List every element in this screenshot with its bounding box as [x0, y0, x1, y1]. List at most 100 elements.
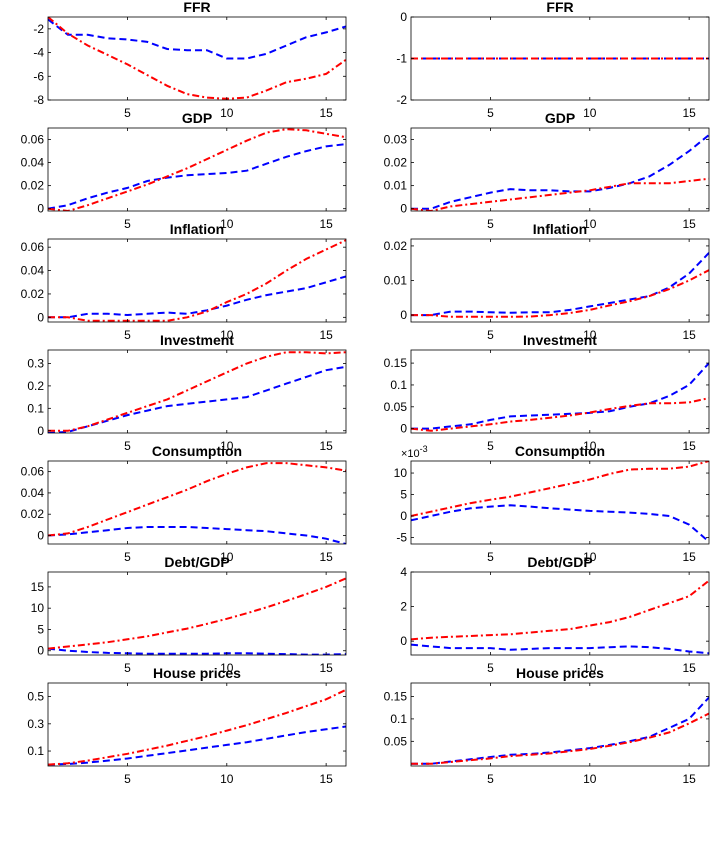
- y-tick-label: 0.03: [384, 133, 408, 147]
- y-tick-label: 10: [394, 466, 408, 480]
- subplot-5: Inflation 5 10 15 0.06 0.04 0.02 0: [21, 221, 347, 342]
- blue-dashed-series: [48, 526, 346, 544]
- x-tick-label: 15: [682, 328, 696, 342]
- y-tick-label: 10: [31, 601, 45, 615]
- subplot-title: Consumption: [515, 443, 605, 459]
- subplot-title: Inflation: [533, 221, 587, 237]
- y-tick-label: 15: [31, 580, 45, 594]
- blue-dashed-series: [411, 252, 709, 317]
- y-tick-label: 0.5: [27, 690, 44, 704]
- subplot-9: Consumption 5 10 15 0.06 0.04 0.02 0: [21, 443, 347, 564]
- x-tick-label: 5: [124, 661, 131, 675]
- y-tick-label: 0.04: [21, 156, 45, 170]
- y-tick-label: 0: [400, 308, 407, 322]
- y-tick-label: 0.04: [21, 264, 45, 278]
- subplot-10: Consumption 5 10 15 10 5 0 -5 ×10-3: [394, 443, 710, 564]
- y-tick-label: 0.1: [27, 401, 44, 415]
- x-tick-label: 10: [220, 772, 234, 786]
- y-tick-label: 0.02: [21, 287, 45, 301]
- x-tick-label: 15: [319, 661, 333, 675]
- subplot-title: Investment: [160, 332, 234, 348]
- red-dashdot-series: [48, 17, 346, 100]
- axes-box: [47, 571, 347, 656]
- x-tick-label: 5: [124, 328, 131, 342]
- y-tick-label: 0.15: [384, 689, 408, 703]
- blue-dashed-series: [48, 18, 346, 60]
- x-tick-label: 10: [583, 439, 597, 453]
- x-tick-label: 10: [583, 772, 597, 786]
- y-tick-label: 0.15: [384, 356, 408, 370]
- y-tick-label: 0: [37, 202, 44, 216]
- y-tick-label: -6: [33, 69, 44, 83]
- y-tick-label: 0.06: [21, 465, 45, 479]
- red-dashdot-series: [411, 177, 709, 211]
- red-dashdot-series: [48, 462, 346, 537]
- subplot-12: Debt/GDP 5 10 15 4 2 0: [400, 554, 710, 675]
- x-tick-label: 5: [487, 106, 494, 120]
- subplot-title: Investment: [523, 332, 597, 348]
- x-tick-label: 5: [487, 550, 494, 564]
- x-tick-label: 5: [487, 217, 494, 231]
- subplot-title: Inflation: [170, 221, 224, 237]
- y-tick-label: 0: [400, 634, 407, 648]
- x-tick-label: 10: [220, 661, 234, 675]
- y-tick-label: 0.3: [27, 717, 44, 731]
- subplot-7: Investment 5 10 15 0.3 0.2 0.1 0: [27, 332, 347, 453]
- x-tick-label: 10: [220, 550, 234, 564]
- x-tick-label: 10: [220, 328, 234, 342]
- subplot-title: Debt/GDP: [164, 554, 229, 570]
- axes-box: [47, 238, 347, 323]
- x-tick-label: 5: [487, 772, 494, 786]
- red-dashdot-series: [411, 579, 709, 641]
- subplot-3: GDP 5 10 15 0.06 0.04 0.02 0: [21, 110, 347, 231]
- x-tick-label: 5: [487, 661, 494, 675]
- y-tick-label: 0.05: [384, 400, 408, 414]
- subplot-title: FFR: [546, 0, 573, 15]
- y-tick-label: 0: [37, 528, 44, 542]
- subplot-8: Investment 5 10 15 0.15 0.1 0.05 0: [384, 332, 710, 453]
- x-tick-label: 15: [682, 106, 696, 120]
- y-tick-label: 0.3: [27, 356, 44, 370]
- y-tick-label: 0.01: [384, 179, 408, 193]
- x-tick-label: 15: [319, 328, 333, 342]
- blue-dashed-series: [411, 134, 709, 210]
- y-tick-label: 0.2: [27, 379, 44, 393]
- y-tick-label: 0.02: [21, 179, 45, 193]
- y-tick-label: -1: [396, 52, 407, 66]
- subplot-title: Consumption: [152, 443, 242, 459]
- axes-box: [47, 349, 347, 434]
- y-tick-label: 0: [400, 509, 407, 523]
- blue-dashed-series: [48, 365, 346, 433]
- y-tick-label: -8: [33, 93, 44, 107]
- x-tick-label: 10: [220, 106, 234, 120]
- y-tick-label: 0.02: [21, 507, 45, 521]
- blue-dashed-series: [411, 504, 709, 543]
- x-tick-label: 15: [682, 661, 696, 675]
- axes-box: [410, 127, 710, 212]
- x-tick-label: 10: [583, 550, 597, 564]
- y-tick-label: 0: [400, 422, 407, 436]
- subplot-title: House prices: [153, 665, 241, 681]
- x-tick-label: 10: [583, 106, 597, 120]
- blue-dashed-series: [48, 143, 346, 210]
- y-tick-label: 0: [400, 202, 407, 216]
- subplot-11: Debt/GDP 5 10 15 15 10 5 0: [31, 554, 347, 675]
- blue-dashed-series: [411, 362, 709, 430]
- x-tick-label: 15: [682, 217, 696, 231]
- x-tick-label: 5: [124, 550, 131, 564]
- y-tick-label: 0: [37, 424, 44, 438]
- x-tick-label: 15: [682, 439, 696, 453]
- axes-box: [47, 682, 347, 767]
- red-dashdot-series: [48, 128, 346, 211]
- axes-box: [47, 127, 347, 212]
- red-dashdot-series: [411, 461, 709, 517]
- red-dashdot-series: [411, 269, 709, 318]
- red-dashdot-series: [48, 688, 346, 766]
- axes-box: [410, 238, 710, 323]
- y-tick-label: 0.05: [384, 734, 408, 748]
- y-tick-label: 0.1: [390, 712, 407, 726]
- subplot-title: GDP: [545, 110, 575, 126]
- y-tick-label: 0.02: [384, 239, 408, 253]
- x-tick-label: 10: [220, 217, 234, 231]
